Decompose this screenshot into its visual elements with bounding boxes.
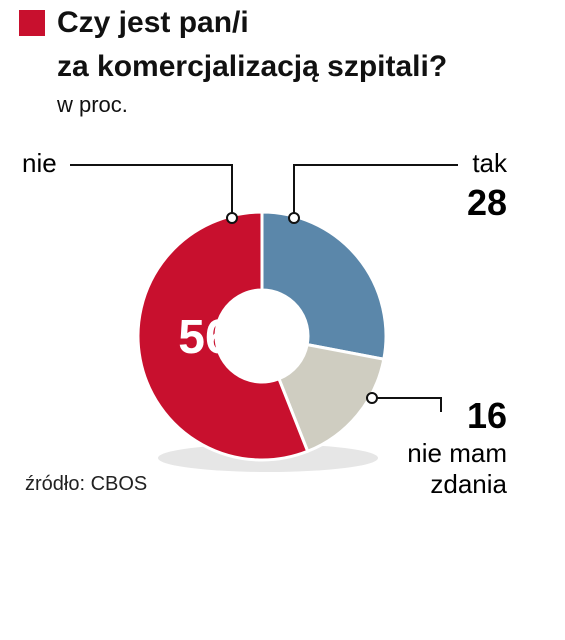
slice-tak bbox=[260, 210, 388, 361]
slice-nie bbox=[136, 210, 310, 462]
slice-nie-mam-zdania bbox=[277, 343, 386, 453]
leader-tak bbox=[293, 164, 458, 218]
leader-nie-mam-zdania bbox=[372, 397, 442, 412]
label-nie-mam-zdania-line-1: nie mam bbox=[407, 438, 507, 468]
source-note: źródło: CBOS bbox=[25, 473, 148, 495]
leader-nie-mam-zdania-dot bbox=[366, 392, 378, 404]
chart-subtitle: w proc. bbox=[57, 92, 128, 117]
value-tak: 28 bbox=[467, 182, 507, 223]
leader-tak-dot bbox=[288, 212, 300, 224]
value-nie: 56 bbox=[178, 311, 231, 364]
leader-nie-dot bbox=[226, 212, 238, 224]
donut-slices bbox=[136, 210, 388, 462]
leader-lines bbox=[70, 164, 458, 412]
leader-nie bbox=[70, 164, 233, 218]
label-nie-mam-zdania-line-2: zdania bbox=[430, 469, 507, 499]
chart-title-line-1: Czy jest pan/i bbox=[57, 6, 249, 39]
label-nie: nie bbox=[22, 148, 57, 178]
title-marker-square bbox=[19, 10, 45, 36]
label-tak: tak bbox=[472, 148, 508, 178]
chart-title-line-2: za komercjalizacją szpitali? bbox=[57, 50, 448, 83]
value-nie-mam-zdania: 16 bbox=[467, 395, 507, 436]
